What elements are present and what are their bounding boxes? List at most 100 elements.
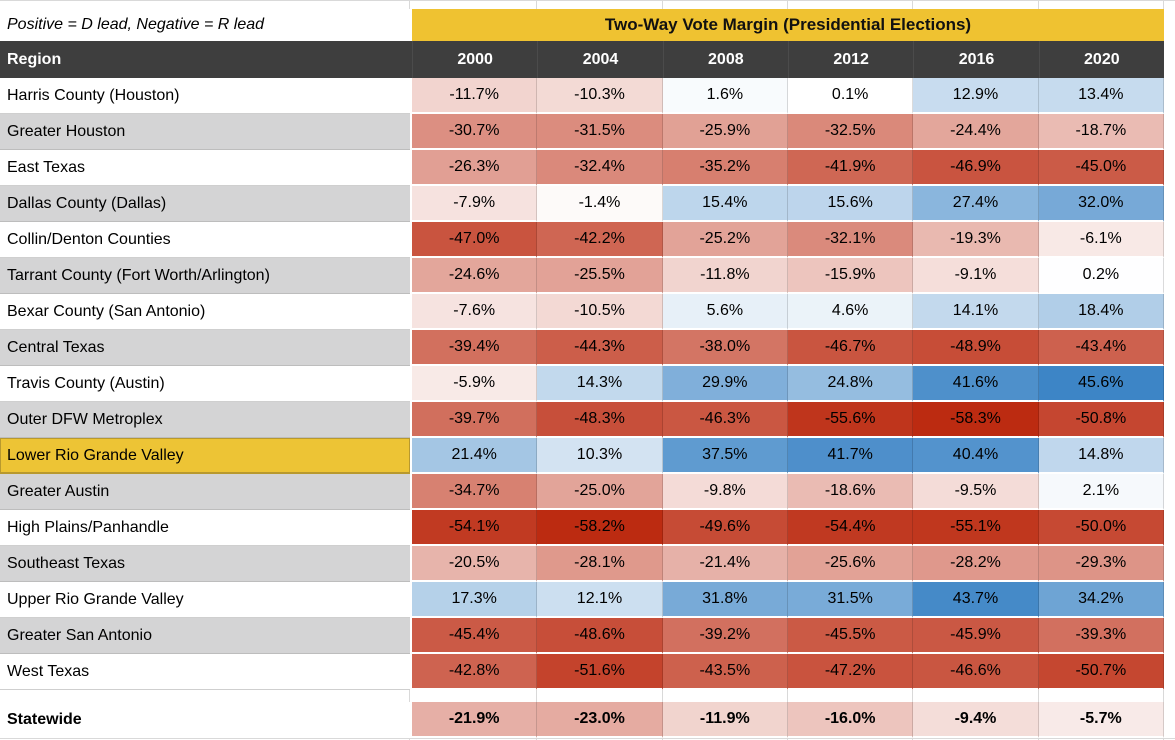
value-cell[interactable]: -54.1% [412, 510, 538, 546]
value-cell[interactable]: -24.4% [913, 114, 1039, 150]
region-cell[interactable]: High Plains/Panhandle [0, 510, 410, 546]
value-cell[interactable]: -9.1% [913, 258, 1039, 294]
statewide-value-cell[interactable]: -5.7% [1038, 702, 1164, 738]
legend-note[interactable]: Positive = D lead, Negative = R lead [0, 9, 410, 41]
value-cell[interactable]: -46.6% [913, 654, 1039, 690]
value-cell[interactable]: -21.4% [662, 546, 788, 582]
value-cell[interactable]: -46.9% [913, 150, 1039, 186]
value-cell[interactable]: 13.4% [1038, 78, 1164, 114]
value-cell[interactable]: 1.6% [662, 78, 788, 114]
value-cell[interactable]: -25.9% [662, 114, 788, 150]
value-cell[interactable]: -48.6% [537, 618, 663, 654]
value-cell[interactable]: -45.0% [1038, 150, 1164, 186]
table-title[interactable]: Two-Way Vote Margin (Presidential Electi… [412, 9, 1164, 41]
value-cell[interactable]: 24.8% [788, 366, 914, 402]
value-cell[interactable]: 37.5% [662, 438, 788, 474]
value-cell[interactable]: -28.2% [913, 546, 1039, 582]
value-cell[interactable]: -11.7% [412, 78, 538, 114]
value-cell[interactable]: -31.5% [537, 114, 663, 150]
value-cell[interactable]: 0.1% [788, 78, 914, 114]
value-cell[interactable]: -45.4% [412, 618, 538, 654]
value-cell[interactable]: -43.5% [662, 654, 788, 690]
value-cell[interactable]: 15.6% [788, 186, 914, 222]
region-cell[interactable]: Tarrant County (Fort Worth/Arlington) [0, 258, 410, 294]
value-cell[interactable]: -18.6% [788, 474, 914, 510]
value-cell[interactable]: 12.9% [913, 78, 1039, 114]
value-cell[interactable]: 4.6% [788, 294, 914, 330]
value-cell[interactable]: 31.8% [662, 582, 788, 618]
value-cell[interactable]: -29.3% [1038, 546, 1164, 582]
value-cell[interactable]: -45.9% [913, 618, 1039, 654]
value-cell[interactable]: 27.4% [913, 186, 1039, 222]
value-cell[interactable]: 14.1% [913, 294, 1039, 330]
value-cell[interactable]: -32.5% [788, 114, 914, 150]
value-cell[interactable]: -25.5% [537, 258, 663, 294]
value-cell[interactable]: -7.6% [412, 294, 538, 330]
value-cell[interactable]: -55.1% [913, 510, 1039, 546]
region-column-header[interactable]: Region [0, 41, 410, 78]
value-cell[interactable]: -20.5% [412, 546, 538, 582]
region-cell[interactable]: Dallas County (Dallas) [0, 186, 410, 222]
value-cell[interactable]: -38.0% [662, 330, 788, 366]
value-cell[interactable]: -54.4% [788, 510, 914, 546]
value-cell[interactable]: -50.0% [1038, 510, 1164, 546]
value-cell[interactable]: -50.7% [1038, 654, 1164, 690]
value-cell[interactable]: 14.3% [537, 366, 663, 402]
value-cell[interactable]: -51.6% [537, 654, 663, 690]
statewide-value-cell[interactable]: -21.9% [412, 702, 538, 738]
region-cell[interactable]: Greater Houston [0, 114, 410, 150]
region-cell[interactable]: Bexar County (San Antonio) [0, 294, 410, 330]
value-cell[interactable]: 32.0% [1038, 186, 1164, 222]
value-cell[interactable]: -5.9% [412, 366, 538, 402]
value-cell[interactable]: -28.1% [537, 546, 663, 582]
value-cell[interactable]: 5.6% [662, 294, 788, 330]
value-cell[interactable]: -10.3% [537, 78, 663, 114]
value-cell[interactable]: -34.7% [412, 474, 538, 510]
value-cell[interactable]: -43.4% [1038, 330, 1164, 366]
value-cell[interactable]: -25.0% [537, 474, 663, 510]
value-cell[interactable]: -1.4% [537, 186, 663, 222]
year-header-2016[interactable]: 2016 [913, 41, 1039, 78]
value-cell[interactable]: 31.5% [788, 582, 914, 618]
statewide-value-cell[interactable]: -16.0% [788, 702, 914, 738]
region-cell[interactable]: Harris County (Houston) [0, 78, 410, 114]
value-cell[interactable]: -6.1% [1038, 222, 1164, 258]
region-cell[interactable]: Greater San Antonio [0, 618, 410, 654]
region-cell-highlighted[interactable]: Lower Rio Grande Valley [0, 438, 410, 474]
value-cell[interactable]: -39.7% [412, 402, 538, 438]
value-cell[interactable]: 0.2% [1038, 258, 1164, 294]
region-cell[interactable]: Travis County (Austin) [0, 366, 410, 402]
value-cell[interactable]: -58.2% [537, 510, 663, 546]
value-cell[interactable]: -47.2% [788, 654, 914, 690]
value-cell[interactable]: -41.9% [788, 150, 914, 186]
value-cell[interactable]: 15.4% [662, 186, 788, 222]
value-cell[interactable]: -39.4% [412, 330, 538, 366]
value-cell[interactable]: -46.7% [788, 330, 914, 366]
statewide-value-cell[interactable]: -23.0% [537, 702, 663, 738]
region-cell[interactable]: West Texas [0, 654, 410, 690]
value-cell[interactable]: 34.2% [1038, 582, 1164, 618]
region-cell[interactable]: Outer DFW Metroplex [0, 402, 410, 438]
value-cell[interactable]: 18.4% [1038, 294, 1164, 330]
value-cell[interactable]: 45.6% [1038, 366, 1164, 402]
region-cell[interactable]: East Texas [0, 150, 410, 186]
value-cell[interactable]: -35.2% [662, 150, 788, 186]
value-cell[interactable]: 43.7% [913, 582, 1039, 618]
statewide-value-cell[interactable]: -11.9% [662, 702, 788, 738]
value-cell[interactable]: -19.3% [913, 222, 1039, 258]
value-cell[interactable]: 17.3% [412, 582, 538, 618]
value-cell[interactable]: 41.7% [788, 438, 914, 474]
value-cell[interactable]: -9.8% [662, 474, 788, 510]
value-cell[interactable]: -44.3% [537, 330, 663, 366]
value-cell[interactable]: -11.8% [662, 258, 788, 294]
value-cell[interactable]: -30.7% [412, 114, 538, 150]
region-cell[interactable]: Upper Rio Grande Valley [0, 582, 410, 618]
value-cell[interactable]: 12.1% [537, 582, 663, 618]
value-cell[interactable]: -45.5% [788, 618, 914, 654]
value-cell[interactable]: -39.2% [662, 618, 788, 654]
value-cell[interactable]: 41.6% [913, 366, 1039, 402]
value-cell[interactable]: -25.6% [788, 546, 914, 582]
value-cell[interactable]: -42.2% [537, 222, 663, 258]
value-cell[interactable]: -32.4% [537, 150, 663, 186]
value-cell[interactable]: -25.2% [662, 222, 788, 258]
